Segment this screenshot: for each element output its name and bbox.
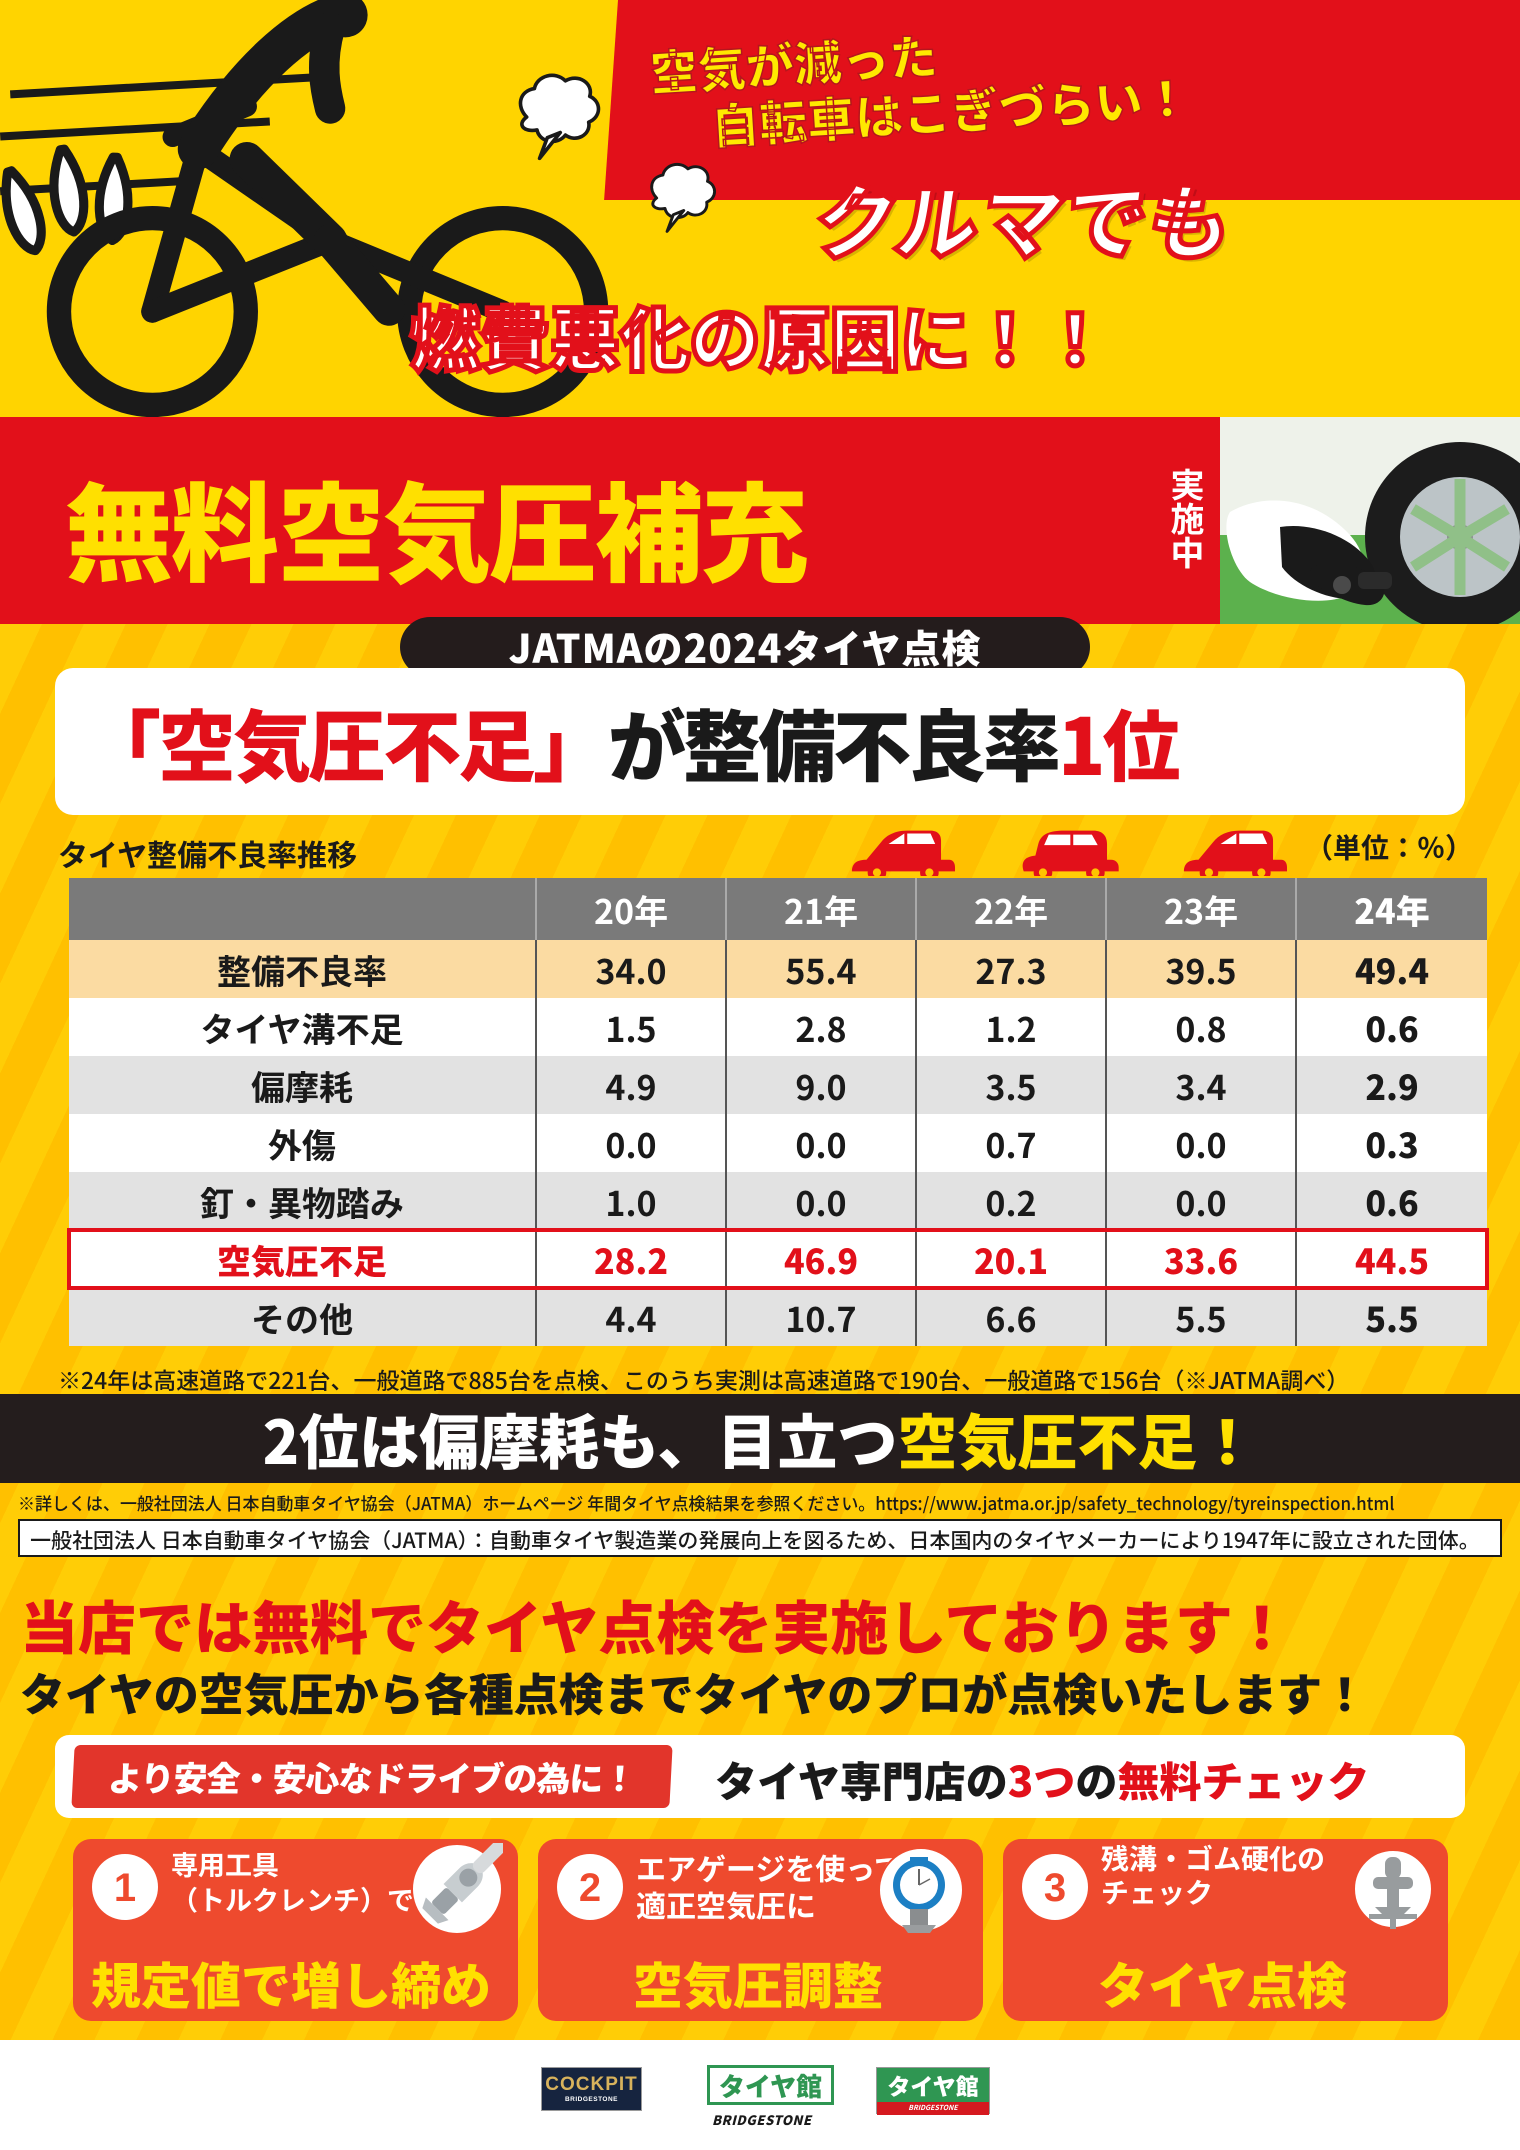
svg-text:1: 1 xyxy=(114,1866,136,1910)
svg-text:2: 2 xyxy=(579,1866,601,1910)
svg-text:3: 3 xyxy=(1044,1866,1066,1910)
